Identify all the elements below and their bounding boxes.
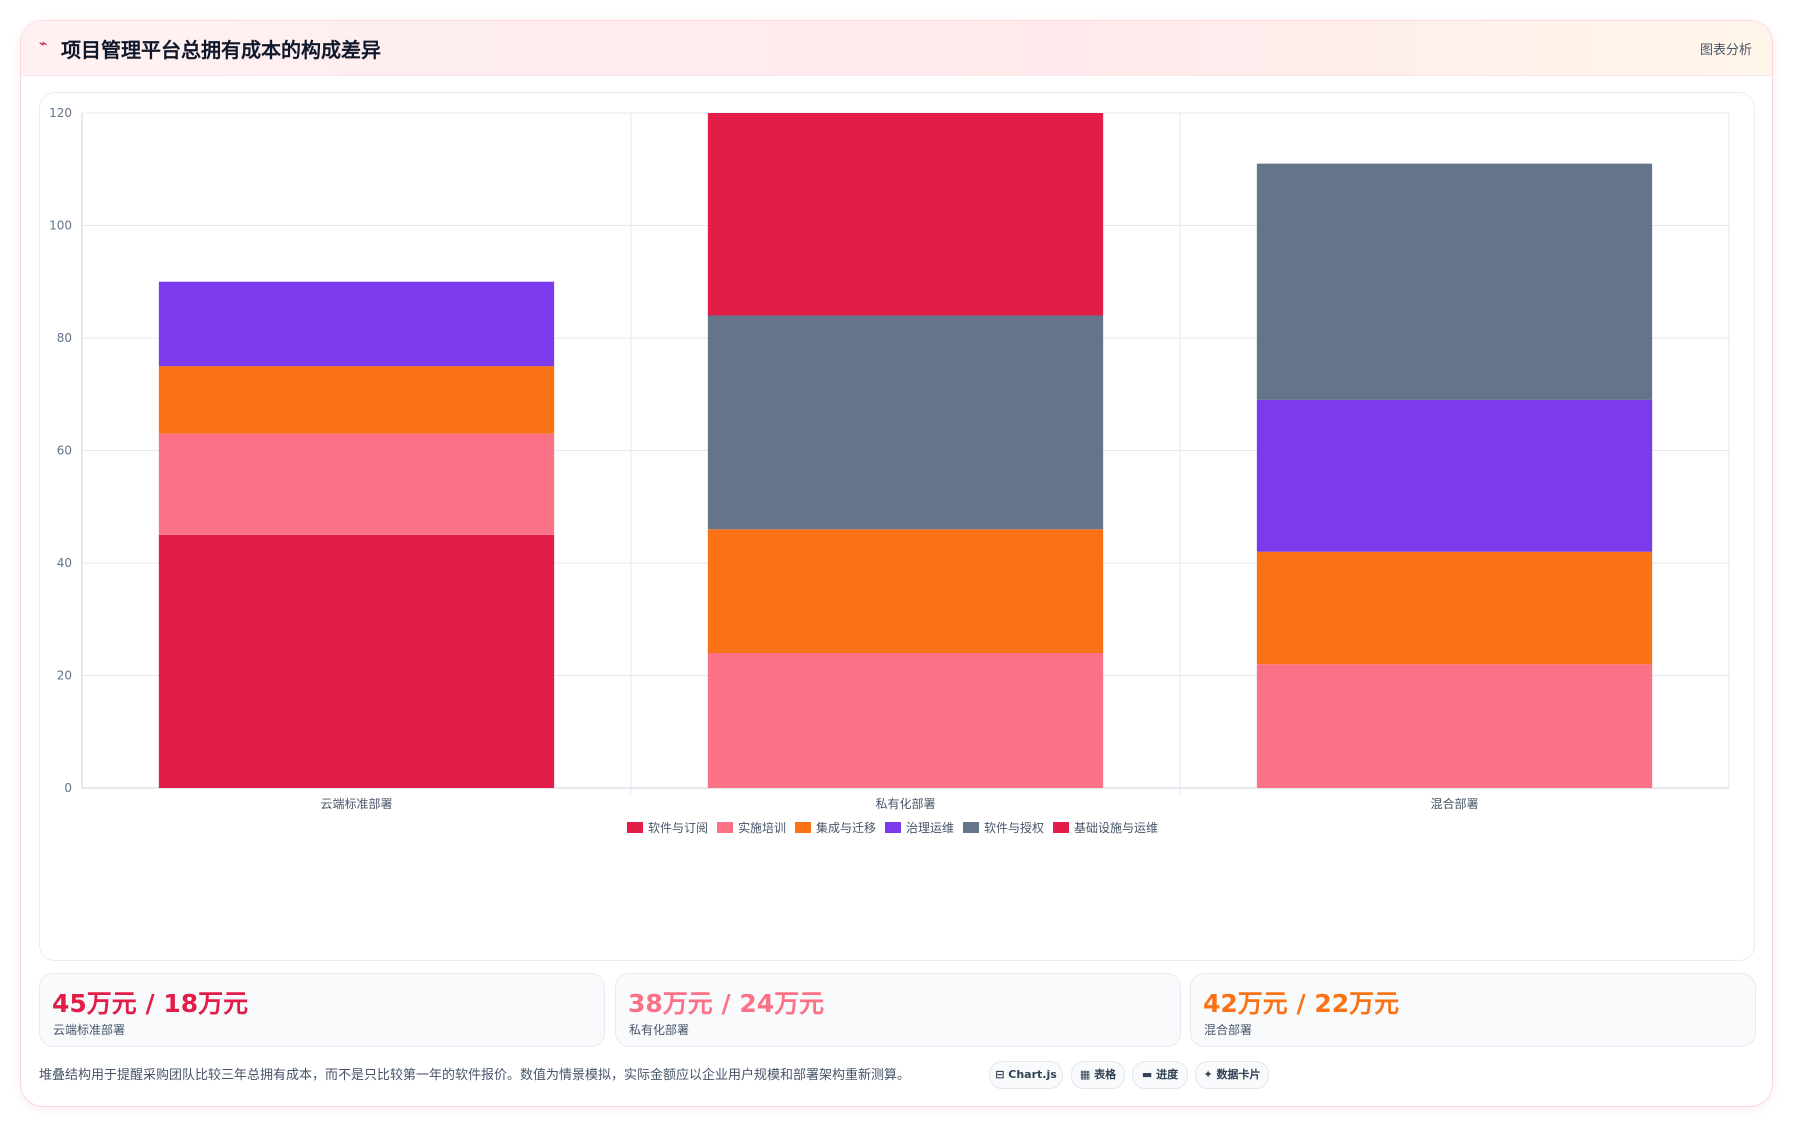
chip-table[interactable]: ▦ 表格 (1071, 1061, 1125, 1089)
legend-label: 基础设施与运维 (1074, 821, 1158, 835)
stat-value: 38万元 / 24万元 (628, 989, 825, 1018)
legend-label: 实施培训 (738, 820, 786, 835)
stat-label: 混合部署 (1204, 1023, 1253, 1037)
chart-title: 项目管理平台总拥有成本的构成差异 (61, 38, 381, 62)
x-tick-label: 混合部署 (1430, 796, 1478, 811)
x-tick-label: 私有化部署 (875, 796, 935, 811)
bar-segment (158, 534, 555, 788)
stat-value: 45万元 / 18万元 (52, 989, 249, 1018)
stat-label: 私有化部署 (629, 1023, 690, 1037)
stat-label: 云端标准部署 (53, 1023, 126, 1037)
bar-segment (707, 315, 1104, 530)
bar-segment (1256, 163, 1653, 400)
stats-row: 45万元 / 18万元 云端标准部署 38万元 / 24万元 私有化部署 42万… (39, 973, 1756, 1047)
y-tick-label: 100 (49, 219, 72, 233)
bar-segment (158, 281, 555, 367)
legend-label: 软件与授权 (984, 820, 1044, 835)
stat-card-private: 38万元 / 24万元 私有化部署 (615, 973, 1181, 1047)
legend-swatch (1053, 822, 1069, 833)
y-tick-label: 0 (64, 781, 72, 795)
bar-segment (1256, 399, 1653, 552)
y-tick-label: 80 (57, 331, 72, 345)
y-tick-label: 120 (49, 106, 72, 120)
stat-card-cloud: 45万元 / 18万元 云端标准部署 (39, 973, 605, 1047)
stat-card-hybrid: 42万元 / 22万元 混合部署 (1190, 973, 1756, 1047)
y-tick-label: 60 (57, 444, 72, 458)
bar-segment (158, 433, 555, 535)
legend-swatch (795, 822, 811, 833)
bar-segment (1256, 664, 1653, 788)
legend-swatch (963, 822, 979, 833)
footer-note: 堆叠结构用于提醒采购团队比较三年总拥有成本，而不是只比较第一年的软件报价。数值为… (39, 1068, 911, 1083)
legend-label: 治理运维 (906, 821, 954, 835)
chip-chartjs[interactable]: ⊟ Chart.js (989, 1061, 1063, 1089)
stat-value: 42万元 / 22万元 (1203, 989, 1400, 1018)
chart-analysis-link[interactable]: 图表分析 (1699, 43, 1752, 58)
legend-swatch (885, 822, 901, 833)
chart-card: ⌁ 项目管理平台总拥有成本的构成差异 图表分析 0 20 40 60 80 100 120 云… (21, 21, 1772, 1106)
trend-line-icon: ⌁ (39, 36, 48, 52)
bar-segment (707, 653, 1104, 788)
y-tick-label: 20 (57, 669, 72, 683)
legend-label: 集成与迁移 (816, 820, 876, 835)
card-header: ⌁ 项目管理平台总拥有成本的构成差异 图表分析 (21, 21, 1772, 76)
chart-panel: 0 20 40 60 80 100 120 云端标准部署 私有化部署 混合部署软件与订阅 实施培训 集… (39, 92, 1755, 961)
x-tick-label: 云端标准部署 (320, 796, 392, 811)
bar-segment (158, 366, 555, 434)
legend-label: 软件与订阅 (648, 821, 708, 835)
bar-segment (707, 529, 1104, 653)
bar-segment (707, 113, 1104, 316)
chip-data-card[interactable]: ✦ 数据卡片 (1195, 1061, 1269, 1089)
y-tick-label: 40 (57, 556, 72, 570)
legend-swatch (627, 822, 643, 833)
legend-swatch (717, 822, 733, 833)
bar-segment (1256, 551, 1653, 665)
chip-progress[interactable]: ▬ 进度 (1132, 1061, 1188, 1089)
